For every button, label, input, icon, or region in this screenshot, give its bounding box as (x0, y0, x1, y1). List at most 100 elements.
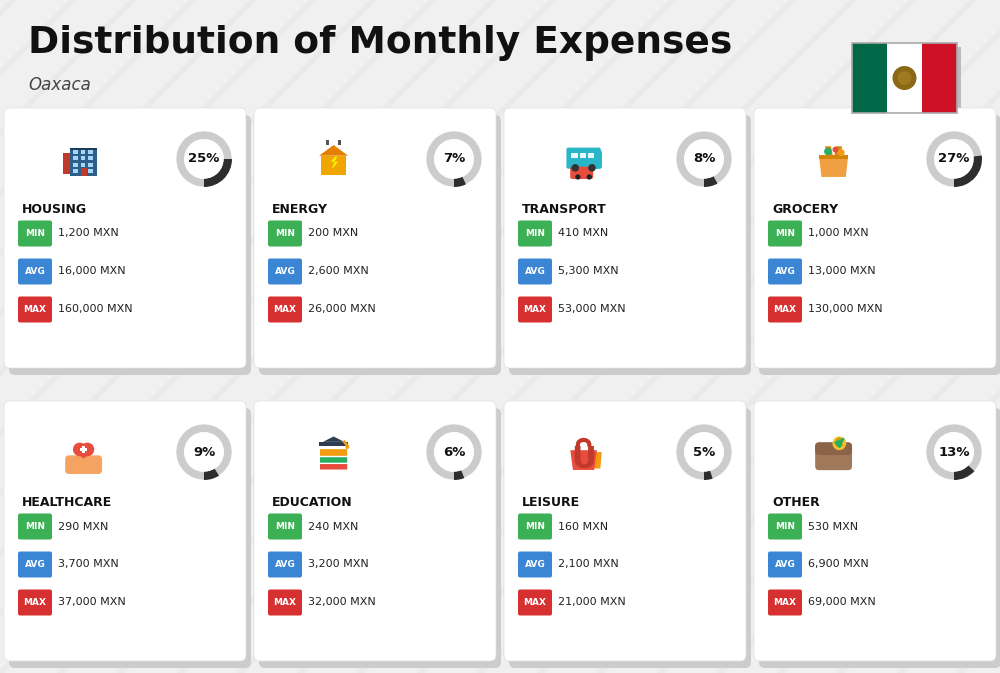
Text: MAX: MAX (274, 305, 296, 314)
Text: 37,000 MXN: 37,000 MXN (58, 598, 126, 608)
FancyBboxPatch shape (254, 108, 496, 368)
FancyBboxPatch shape (759, 115, 1000, 375)
Text: MIN: MIN (275, 229, 295, 238)
Text: OTHER: OTHER (772, 496, 820, 509)
Text: Distribution of Monthly Expenses: Distribution of Monthly Expenses (28, 25, 732, 61)
FancyBboxPatch shape (4, 401, 246, 661)
Text: MAX: MAX (774, 598, 796, 607)
FancyBboxPatch shape (319, 448, 348, 456)
Circle shape (575, 174, 581, 180)
Circle shape (81, 443, 94, 456)
FancyBboxPatch shape (518, 590, 552, 616)
FancyBboxPatch shape (81, 156, 85, 160)
Text: 69,000 MXN: 69,000 MXN (808, 598, 876, 608)
FancyBboxPatch shape (254, 401, 496, 661)
Circle shape (184, 139, 224, 178)
FancyBboxPatch shape (80, 448, 87, 451)
Circle shape (434, 432, 474, 472)
Text: MIN: MIN (25, 522, 45, 531)
Circle shape (684, 139, 724, 178)
FancyBboxPatch shape (18, 258, 52, 285)
FancyBboxPatch shape (88, 170, 93, 173)
FancyBboxPatch shape (518, 551, 552, 577)
FancyBboxPatch shape (81, 163, 85, 167)
Text: 27%: 27% (938, 153, 970, 166)
Text: AVG: AVG (525, 560, 545, 569)
Wedge shape (676, 131, 732, 187)
Text: AVG: AVG (275, 560, 295, 569)
FancyBboxPatch shape (518, 221, 552, 246)
Text: 9%: 9% (193, 446, 215, 458)
Wedge shape (426, 131, 482, 187)
FancyBboxPatch shape (18, 513, 52, 540)
FancyBboxPatch shape (268, 258, 302, 285)
FancyBboxPatch shape (518, 513, 552, 540)
FancyBboxPatch shape (18, 297, 52, 322)
Text: AVG: AVG (775, 560, 795, 569)
FancyBboxPatch shape (268, 551, 302, 577)
FancyBboxPatch shape (259, 408, 501, 668)
Text: LEISURE: LEISURE (522, 496, 580, 509)
Circle shape (893, 66, 916, 90)
Text: MAX: MAX (524, 598, 546, 607)
FancyBboxPatch shape (319, 462, 348, 470)
Text: 2,100 MXN: 2,100 MXN (558, 559, 619, 569)
FancyBboxPatch shape (754, 108, 996, 368)
FancyBboxPatch shape (268, 513, 302, 540)
FancyBboxPatch shape (504, 108, 746, 368)
FancyBboxPatch shape (570, 167, 593, 179)
FancyBboxPatch shape (509, 115, 751, 375)
Text: AVG: AVG (25, 560, 45, 569)
Text: 530 MXN: 530 MXN (808, 522, 858, 532)
Text: 160,000 MXN: 160,000 MXN (58, 304, 133, 314)
Text: 160 MXN: 160 MXN (558, 522, 608, 532)
Wedge shape (426, 424, 482, 480)
FancyBboxPatch shape (591, 150, 602, 169)
FancyBboxPatch shape (18, 590, 52, 616)
FancyBboxPatch shape (321, 155, 346, 176)
Text: $: $ (835, 437, 844, 450)
Text: AVG: AVG (25, 267, 45, 276)
Text: 25%: 25% (188, 153, 220, 166)
FancyBboxPatch shape (887, 43, 922, 113)
Polygon shape (323, 437, 344, 442)
FancyBboxPatch shape (259, 115, 501, 375)
Text: 2,600 MXN: 2,600 MXN (308, 267, 369, 277)
FancyBboxPatch shape (815, 442, 852, 455)
Text: 410 MXN: 410 MXN (558, 229, 608, 238)
FancyBboxPatch shape (73, 163, 78, 167)
FancyBboxPatch shape (326, 141, 329, 145)
FancyBboxPatch shape (88, 163, 93, 167)
FancyBboxPatch shape (580, 153, 586, 158)
FancyBboxPatch shape (9, 408, 251, 668)
FancyBboxPatch shape (73, 156, 78, 160)
FancyBboxPatch shape (768, 297, 802, 322)
Circle shape (184, 432, 224, 472)
FancyBboxPatch shape (9, 115, 251, 375)
Circle shape (434, 139, 474, 178)
FancyBboxPatch shape (73, 170, 78, 173)
Circle shape (824, 147, 832, 155)
Text: AVG: AVG (775, 267, 795, 276)
Text: ENERGY: ENERGY (272, 203, 328, 216)
Text: TRANSPORT: TRANSPORT (522, 203, 607, 216)
Text: GROCERY: GROCERY (772, 203, 838, 216)
Text: MAX: MAX (274, 598, 296, 607)
FancyBboxPatch shape (509, 408, 751, 668)
FancyBboxPatch shape (82, 446, 85, 453)
Text: 5,300 MXN: 5,300 MXN (558, 267, 619, 277)
Wedge shape (954, 155, 982, 187)
FancyBboxPatch shape (768, 551, 802, 577)
FancyBboxPatch shape (18, 551, 52, 577)
FancyBboxPatch shape (319, 442, 348, 446)
Text: MIN: MIN (525, 522, 545, 531)
Circle shape (684, 432, 724, 472)
Polygon shape (587, 452, 602, 468)
Circle shape (832, 147, 839, 153)
FancyBboxPatch shape (65, 456, 102, 474)
Polygon shape (570, 450, 597, 470)
Text: MIN: MIN (275, 522, 295, 531)
FancyBboxPatch shape (518, 297, 552, 322)
Circle shape (571, 164, 579, 172)
Text: 3,200 MXN: 3,200 MXN (308, 559, 369, 569)
